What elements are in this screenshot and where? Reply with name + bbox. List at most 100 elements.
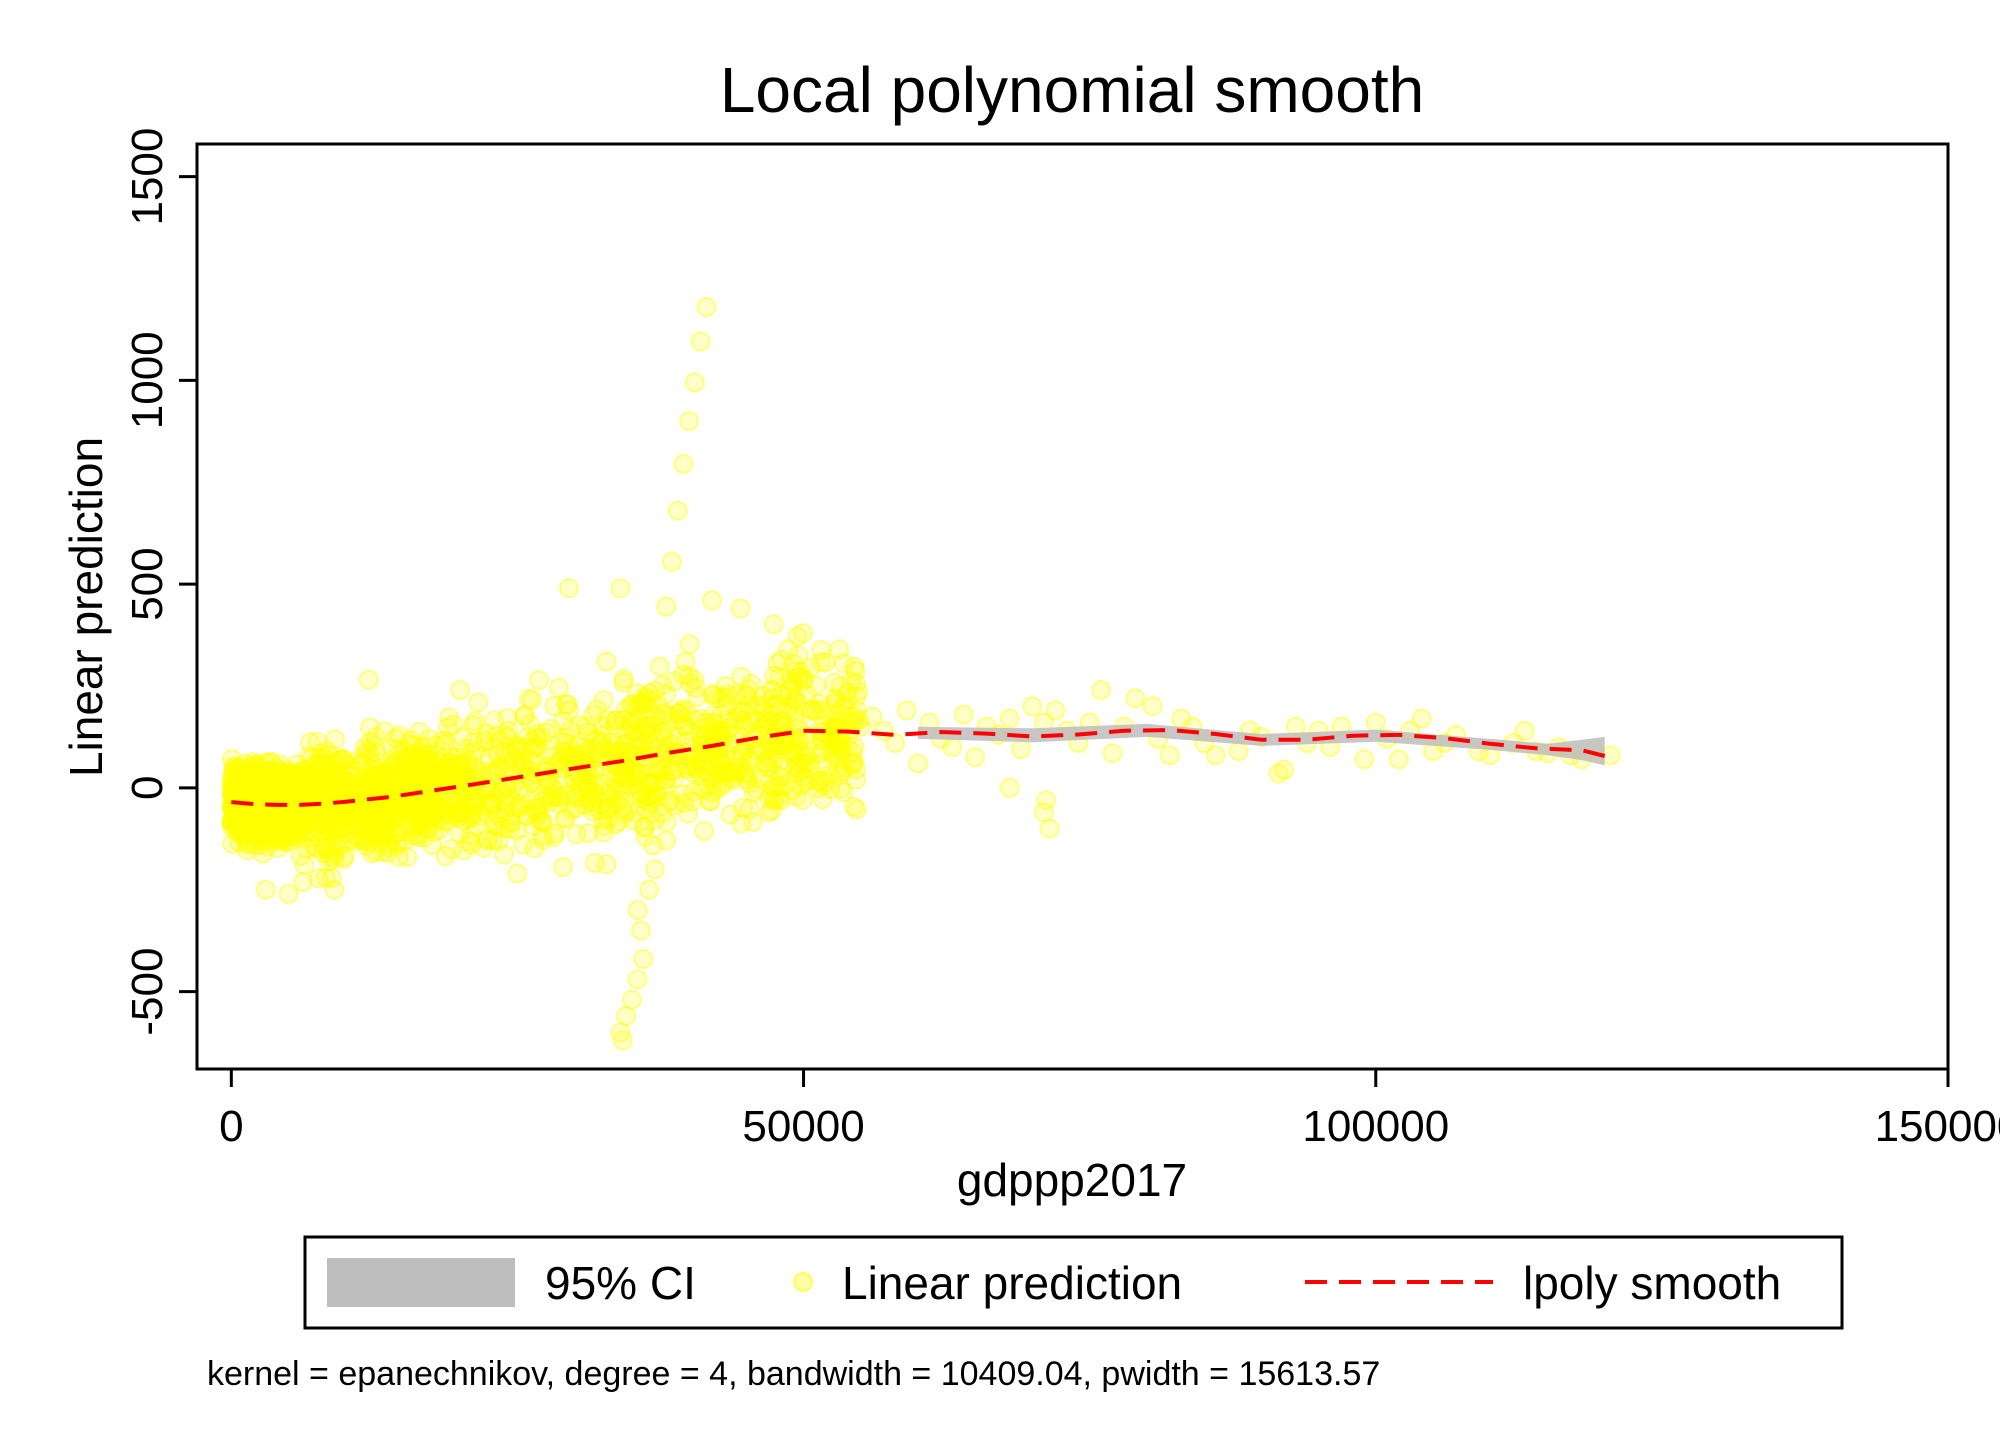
scatter-point [684, 669, 705, 690]
scatter-point [704, 757, 725, 778]
scatter-point [254, 819, 275, 840]
scatter-point [527, 789, 548, 810]
scatter-point [715, 676, 736, 697]
scatter-point [710, 705, 731, 726]
scatter-point [358, 772, 378, 793]
scatter-point [762, 680, 783, 701]
scatter-point [794, 771, 815, 792]
scatter-point [282, 801, 303, 822]
scatter-point [293, 807, 314, 828]
scatter-point [261, 772, 282, 793]
scatter-point [639, 683, 660, 704]
scatter-point [317, 765, 338, 786]
scatter-point [568, 735, 588, 756]
scatter-point [360, 732, 381, 753]
scatter-point [313, 771, 334, 792]
scatter-point [627, 768, 648, 789]
scatter-point [368, 823, 389, 844]
scatter-point [341, 765, 362, 786]
scatter-point [419, 751, 439, 772]
scatter-point [297, 839, 318, 860]
scatter-point [338, 830, 359, 851]
scatter-point [313, 774, 334, 795]
scatter-point [247, 807, 268, 828]
scatter-point [532, 811, 553, 832]
scatter-point [773, 712, 794, 733]
scatter-point [500, 787, 521, 808]
scatter-point [281, 776, 302, 797]
scatter-point [230, 817, 251, 837]
scatter-point [268, 816, 289, 837]
y-tick-label: 1500 [123, 128, 172, 226]
scatter-point [489, 757, 510, 777]
scatter-point [298, 746, 319, 767]
scatter-point [699, 791, 720, 812]
scatter-point [277, 779, 298, 800]
scatter-point [275, 829, 296, 850]
scatter-point [234, 825, 255, 846]
scatter-point [830, 738, 851, 759]
scatter-point [634, 694, 655, 715]
scatter-point [770, 699, 791, 720]
scatter-point [429, 819, 450, 840]
scatter-point [685, 758, 706, 779]
scatter-point [620, 694, 641, 715]
scatter-point [550, 787, 571, 808]
scatter-point [357, 819, 378, 840]
scatter-point [754, 739, 775, 760]
scatter-point [240, 823, 261, 844]
scatter-point [443, 714, 464, 735]
scatter-point [250, 819, 271, 840]
scatter-point [354, 744, 375, 765]
scatter-point [314, 746, 335, 767]
scatter-point [256, 819, 277, 840]
scatter-point [710, 761, 731, 782]
scatter-point [320, 825, 341, 846]
scatter-point [318, 851, 339, 872]
scatter-point [225, 772, 246, 793]
scatter-point [272, 767, 293, 788]
scatter-point [266, 810, 287, 831]
scatter-point [763, 614, 784, 635]
scatter-point [319, 817, 340, 838]
scatter-point [739, 773, 760, 794]
scatter-point [761, 732, 782, 752]
scatter-point [233, 814, 254, 835]
scatter-point [237, 770, 258, 791]
scatter-point [739, 694, 759, 715]
scatter-point [746, 695, 767, 716]
scatter-point [717, 761, 738, 782]
scatter-point [399, 761, 420, 781]
scatter-point [783, 654, 804, 674]
scatter-point [631, 692, 652, 713]
scatter-point [279, 820, 300, 841]
scatter-point [507, 735, 528, 756]
scatter-point [806, 700, 827, 720]
scatter-point [673, 453, 694, 474]
scatter-point [283, 807, 304, 828]
scatter-point [275, 777, 296, 798]
scatter-point [232, 811, 253, 832]
scatter-points-layer [221, 297, 1621, 1051]
scatter-point [255, 766, 276, 787]
scatter-point [455, 738, 476, 759]
scatter-point [422, 793, 443, 814]
scatter-point [795, 745, 816, 766]
scatter-point [389, 725, 410, 746]
scatter-point [324, 849, 345, 870]
scatter-point [274, 827, 295, 848]
scatter-point [829, 764, 850, 785]
scatter-point [965, 747, 986, 768]
scatter-point [846, 769, 867, 790]
scatter-point [356, 809, 377, 830]
scatter-point [613, 672, 634, 693]
scatter-point [788, 729, 808, 750]
scatter-point [357, 740, 378, 761]
scatter-point [243, 809, 264, 830]
scatter-point [240, 821, 261, 842]
scatter-point [254, 807, 275, 828]
scatter-point [260, 778, 281, 799]
scatter-point [221, 774, 242, 795]
scatter-point [652, 675, 673, 696]
